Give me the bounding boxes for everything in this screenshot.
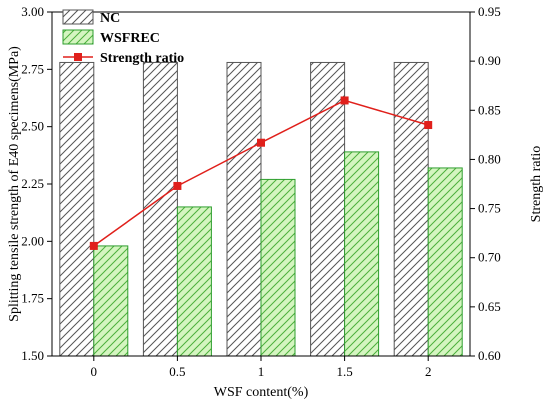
x-tick-label: 0.5 [169, 364, 185, 379]
y2-axis-title: Strength ratio [529, 146, 544, 223]
left-tick-label: 3.00 [21, 4, 44, 19]
nc-bar [142, 61, 178, 357]
strength-ratio-marker [89, 241, 98, 250]
legend-marker-strength-ratio [74, 53, 82, 61]
x-tick-label: 2 [425, 364, 432, 379]
strength-ratio-line [89, 96, 433, 250]
right-axis: 0.60 0.65 0.70 0.75 0.80 0.85 0.90 0.95 [470, 4, 501, 363]
nc-bar [310, 61, 346, 357]
left-tick-label: 2.75 [21, 61, 44, 76]
left-axis: 1.50 1.75 2.00 2.25 2.50 2.75 3.00 [21, 4, 52, 363]
strength-ratio-marker [173, 181, 182, 190]
right-tick-label: 0.70 [478, 250, 501, 265]
legend-label-nc: NC [100, 11, 120, 26]
legend: NC WSFREC Strength ratio [62, 9, 184, 66]
strength-ratio-marker [424, 121, 433, 130]
legend-label-wsfrec: WSFREC [100, 31, 160, 46]
right-tick-label: 0.60 [478, 348, 501, 363]
strength-ratio-marker [340, 96, 349, 105]
right-tick-label: 0.90 [478, 53, 501, 68]
nc-bar [59, 61, 95, 357]
left-tick-label: 2.00 [21, 233, 44, 248]
nc-bar [393, 61, 429, 357]
left-tick-label: 1.75 [21, 291, 44, 306]
wsfrec-bar [260, 178, 296, 357]
wsfrec-bar [427, 167, 463, 357]
left-tick-label: 2.25 [21, 176, 44, 191]
wsfrec-bar [344, 151, 380, 357]
right-tick-label: 0.75 [478, 201, 501, 216]
x-axis: 0 0.5 1 1.5 2 [91, 356, 432, 379]
y-axis-title: Splitting tensile strength of E40 specim… [7, 46, 22, 322]
wsfrec-bar [176, 206, 212, 357]
legend-swatch-nc [62, 9, 94, 25]
x-tick-label: 0 [91, 364, 98, 379]
nc-bar [226, 61, 262, 357]
legend-label-strength-ratio: Strength ratio [100, 51, 184, 66]
right-tick-label: 0.65 [478, 299, 501, 314]
x-tick-label: 1 [258, 364, 265, 379]
left-tick-label: 2.50 [21, 119, 44, 134]
left-tick-label: 1.50 [21, 348, 44, 363]
x-axis-title: WSF content(%) [214, 385, 309, 400]
wsfrec-bar [93, 245, 129, 357]
x-tick-label: 1.5 [336, 364, 352, 379]
right-tick-label: 0.85 [478, 102, 501, 117]
strength-ratio-marker [257, 138, 265, 147]
nc-bars [59, 61, 429, 357]
right-tick-label: 0.95 [478, 4, 501, 19]
legend-swatch-wsfrec [62, 29, 94, 45]
right-tick-label: 0.80 [478, 151, 501, 166]
